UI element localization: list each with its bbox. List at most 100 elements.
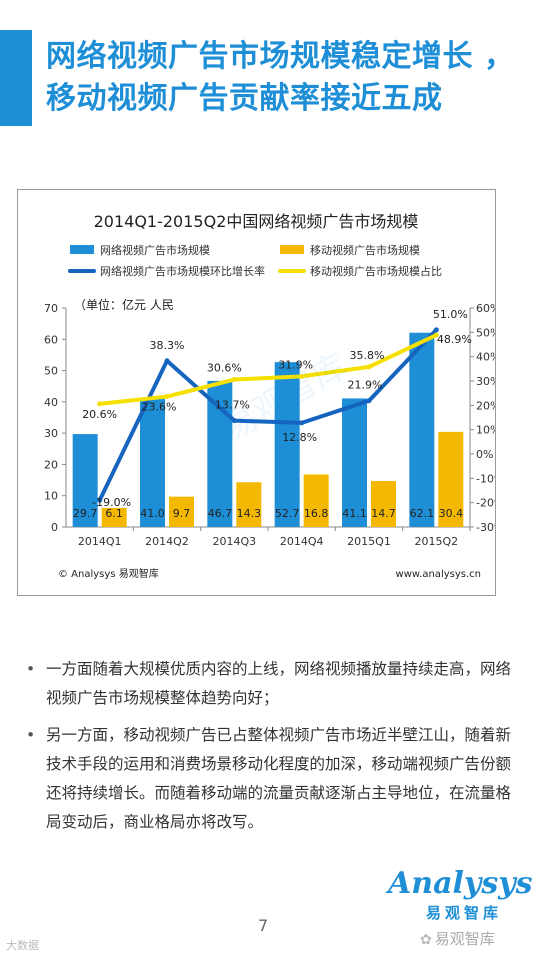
y-right-tick-label: 60% [476,302,495,315]
footer-right-text: 易观智库 [434,930,495,948]
y-right-tick-label: -30% [476,521,495,534]
y-left-tick-label: 40 [44,396,58,409]
growth-rate-value-label: 38.3% [150,339,185,352]
bar-mobile-value-label: 16.8 [304,507,329,520]
bar-mobile [371,481,396,527]
y-left-tick-label: 10 [44,490,58,503]
x-tick-label: 2015Q1 [347,535,391,548]
bar-network [342,398,367,527]
bar-network [72,434,98,527]
mobile-share-value-label: 31.9% [278,358,313,371]
y-right-tick-label: 20% [476,399,495,412]
unit-note: （单位：亿元 人民 [74,297,174,312]
y-right-tick-label: 0% [476,448,493,461]
x-tick-label: 2014Q1 [78,535,122,548]
footer-right-watermark: ✿ 易观智库 [420,928,495,949]
x-tick-label: 2015Q2 [415,535,459,548]
logo-subtitle: 易观智库 [426,904,503,922]
x-tick-label: 2014Q4 [280,535,324,548]
growth-rate-line [97,327,439,503]
bar-network [140,398,165,527]
y-left-tick-label: 50 [44,365,58,378]
bullet-dot: • [26,726,36,744]
growth-rate-point [433,327,439,333]
bullet-dot: • [26,660,36,678]
growth-rate-value-label: 13.7% [215,399,250,412]
bar-mobile-value-label: 6.1 [105,507,123,520]
bar-network [274,362,300,527]
bar-mobile [101,507,127,527]
bar-mobile-value-label: 14.3 [237,507,261,520]
combo-chart: 2014Q1-2015Q2中国网络视频广告市场规模 网络视频广告市场规模 移动视… [44,212,495,580]
chart-container: 2014Q1-2015Q2中国网络视频广告市场规模 网络视频广告市场规模 移动视… [17,189,496,596]
chart-title: 2014Q1-2015Q2中国网络视频广告市场规模 [94,212,419,231]
bullet-item-2: • 另一方面，移动视频广告已占整体视频广告市场近半壁江山，随着新技术手段的运用和… [24,721,524,837]
growth-rate-point [366,398,372,404]
bar-mobile-value-label: 9.7 [173,507,191,520]
bullet-list: • 一方面随着大规模优质内容的上线，网络视频播放量持续走高，网络视频广告市场规模… [24,655,524,845]
mobile-share-point [164,394,170,400]
legend-label-network-bar: 网络视频广告市场规模 [100,243,210,257]
logo-wordmark: Analysys [388,866,533,901]
legend-label-mobile-bar: 移动视频广告市场规模 [310,243,420,257]
bar-network-value-label: 52.7 [275,507,300,520]
y-left-tick-label: 0 [51,521,58,534]
plot-area: 0 10 20 30 40 50 60 70 -30% -20% -10% 0% 10% 20% 30% 40… [44,302,495,548]
y-right-tick-label: 30% [476,375,495,388]
bar-mobile [438,431,464,527]
x-tick-label: 2014Q3 [213,535,257,548]
bar-mobile [303,474,329,527]
mobile-share-value-label: 23.6% [142,401,177,414]
bullet-text-1: 一方面随着大规模优质内容的上线，网络视频播放量持续走高，网络视频广告市场规模整体… [46,660,512,707]
headline-accent-bar [0,30,32,126]
bar-mobile [169,496,194,527]
website-note: www.analysys.cn [396,569,481,580]
legend-swatch-network-bar [70,245,94,254]
legend-label-growth-line: 网络视频广告市场规模环比增长率 [100,264,265,278]
legend-swatch-mobile-bar [280,245,304,254]
bar-network-value-label: 62.1 [410,507,435,520]
bar-mobile [236,482,262,527]
mobile-share-point [433,332,439,338]
mobile-share-point [366,364,372,370]
mobile-share-point [97,401,103,407]
growth-rate-point [164,358,170,364]
bar-network-value-label: 41.0 [140,507,165,520]
y-right-tick-label: 10% [476,424,495,437]
growth-rate-value-label: 51.0% [433,308,468,321]
bar-mobile-value-label: 30.4 [439,507,464,520]
page-title-line-2: 移动视频广告贡献率接近五成 [46,81,443,116]
y-left-tick-label: 30 [44,427,58,440]
page-number: 7 [258,916,269,935]
bar-network-value-label: 29.7 [73,507,98,520]
page-title: 网络视频广告市场规模稳定增长 ， 移动视频广告贡献率接近五成 [46,36,536,120]
growth-rate-point [97,497,103,503]
bullet-item-1: • 一方面随着大规模优质内容的上线，网络视频播放量持续走高，网络视频广告市场规模… [24,655,524,713]
analysys-logo: Analysys 易观智库 [388,866,533,926]
mobile-share-value-label: 48.9% [437,333,472,346]
bar-mobile-value-label: 14.7 [371,507,396,520]
y-left-tick-label: 20 [44,458,58,471]
legend-label-share-line: 移动视频广告市场规模占比 [310,264,442,278]
growth-rate-value-label: 12.8% [282,431,317,444]
bar-network [409,332,435,527]
bar-network-value-label: 46.7 [208,507,233,520]
x-tick-label: 2014Q2 [145,535,189,548]
bullet-text-2: 另一方面，移动视频广告已占整体视频广告市场近半壁江山，随着新技术手段的运用和消费… [46,726,512,831]
mobile-share-point [231,377,237,383]
mobile-share-value-label: 35.8% [350,349,385,362]
growth-rate-point [299,420,305,426]
growth-rate-point [231,418,237,424]
legend: 网络视频广告市场规模 移动视频广告市场规模 网络视频广告市场规模环比增长率 移动… [68,243,442,278]
y-left-tick-label: 70 [44,302,58,315]
mobile-share-point [299,373,305,379]
growth-rate-value-label: 21.9% [348,379,383,392]
mobile-share-line [97,333,439,406]
y-left-tick-label: 60 [44,333,58,346]
page-title-line-1: 网络视频广告市场规模稳定增长 ， [46,39,515,74]
y-right-tick-label: -20% [476,497,495,510]
y-right-tick-label: 50% [476,326,495,339]
mobile-share-value-label: 20.6% [82,408,117,421]
bar-network-value-label: 41.1 [342,507,367,520]
y-right-tick-label: -10% [476,472,495,485]
